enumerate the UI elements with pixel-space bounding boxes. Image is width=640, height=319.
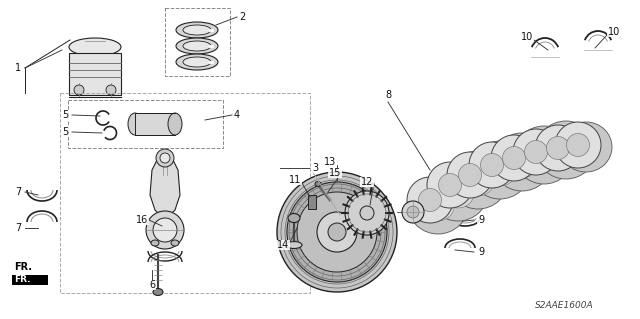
Ellipse shape: [74, 85, 84, 95]
Ellipse shape: [408, 176, 468, 234]
Ellipse shape: [317, 212, 357, 252]
Ellipse shape: [566, 133, 589, 157]
Ellipse shape: [536, 121, 596, 179]
Text: 13: 13: [324, 157, 336, 167]
Ellipse shape: [491, 135, 537, 181]
Ellipse shape: [176, 22, 218, 38]
Text: 3: 3: [312, 163, 318, 173]
Ellipse shape: [514, 126, 574, 184]
Ellipse shape: [183, 41, 211, 51]
Ellipse shape: [447, 152, 493, 198]
Ellipse shape: [128, 113, 142, 135]
Text: 10: 10: [521, 32, 533, 42]
Ellipse shape: [428, 163, 488, 221]
Text: 1: 1: [15, 63, 21, 73]
Text: 7: 7: [15, 187, 21, 197]
Ellipse shape: [438, 174, 461, 197]
Ellipse shape: [176, 54, 218, 70]
Polygon shape: [12, 275, 48, 285]
Text: 11: 11: [289, 175, 301, 185]
Ellipse shape: [287, 182, 387, 282]
Ellipse shape: [469, 142, 515, 188]
Text: 2: 2: [239, 12, 245, 22]
Ellipse shape: [151, 240, 159, 246]
Ellipse shape: [483, 154, 516, 186]
Ellipse shape: [448, 151, 508, 209]
Ellipse shape: [492, 133, 552, 191]
Text: 8: 8: [385, 90, 391, 100]
Ellipse shape: [547, 137, 570, 160]
Bar: [135, 113, 175, 135]
Ellipse shape: [419, 189, 442, 211]
Ellipse shape: [560, 122, 612, 172]
Ellipse shape: [360, 206, 374, 220]
Ellipse shape: [458, 164, 481, 187]
Text: FR.: FR.: [14, 262, 32, 272]
Ellipse shape: [183, 57, 211, 67]
Ellipse shape: [470, 141, 530, 199]
Ellipse shape: [442, 176, 474, 208]
Ellipse shape: [297, 192, 377, 272]
Ellipse shape: [527, 139, 561, 171]
Text: 5: 5: [62, 127, 68, 137]
Text: 9: 9: [478, 215, 484, 225]
Ellipse shape: [277, 172, 397, 292]
Ellipse shape: [286, 241, 302, 249]
Ellipse shape: [288, 213, 300, 222]
Ellipse shape: [345, 191, 389, 235]
Ellipse shape: [427, 162, 473, 208]
Ellipse shape: [160, 153, 170, 163]
Bar: [69, 53, 121, 95]
Ellipse shape: [525, 140, 547, 164]
Ellipse shape: [407, 206, 419, 218]
Text: FR.: FR.: [14, 276, 31, 285]
Bar: [68, 100, 223, 148]
Ellipse shape: [146, 211, 184, 249]
Ellipse shape: [168, 113, 182, 135]
Ellipse shape: [153, 218, 177, 242]
Text: 7: 7: [15, 223, 21, 233]
Text: 6: 6: [149, 280, 155, 290]
Ellipse shape: [555, 122, 601, 168]
Text: 16: 16: [136, 215, 148, 225]
Text: 10: 10: [608, 27, 620, 37]
Ellipse shape: [328, 223, 346, 241]
Ellipse shape: [106, 85, 116, 95]
Ellipse shape: [153, 288, 163, 295]
Ellipse shape: [176, 38, 218, 54]
Text: 14: 14: [277, 240, 289, 250]
Ellipse shape: [481, 153, 504, 176]
Ellipse shape: [506, 146, 538, 178]
Bar: [165, 8, 230, 76]
Ellipse shape: [171, 240, 179, 246]
Ellipse shape: [461, 164, 495, 196]
Ellipse shape: [572, 133, 600, 161]
Text: 15: 15: [329, 168, 341, 178]
Ellipse shape: [69, 38, 121, 56]
Text: 9: 9: [478, 247, 484, 257]
Ellipse shape: [402, 201, 424, 223]
Text: 4: 4: [234, 110, 240, 120]
Ellipse shape: [535, 125, 581, 171]
Ellipse shape: [407, 177, 453, 223]
Ellipse shape: [183, 25, 211, 35]
Polygon shape: [150, 155, 180, 215]
Ellipse shape: [315, 182, 321, 187]
Text: 12: 12: [361, 177, 373, 187]
Ellipse shape: [513, 129, 559, 175]
Text: 5: 5: [62, 110, 68, 120]
Bar: [60, 93, 310, 293]
Ellipse shape: [550, 134, 582, 166]
Bar: [308, 195, 316, 209]
Ellipse shape: [156, 149, 174, 167]
Text: S2AAE1600A: S2AAE1600A: [535, 300, 594, 309]
Ellipse shape: [502, 146, 525, 169]
Ellipse shape: [422, 189, 454, 221]
